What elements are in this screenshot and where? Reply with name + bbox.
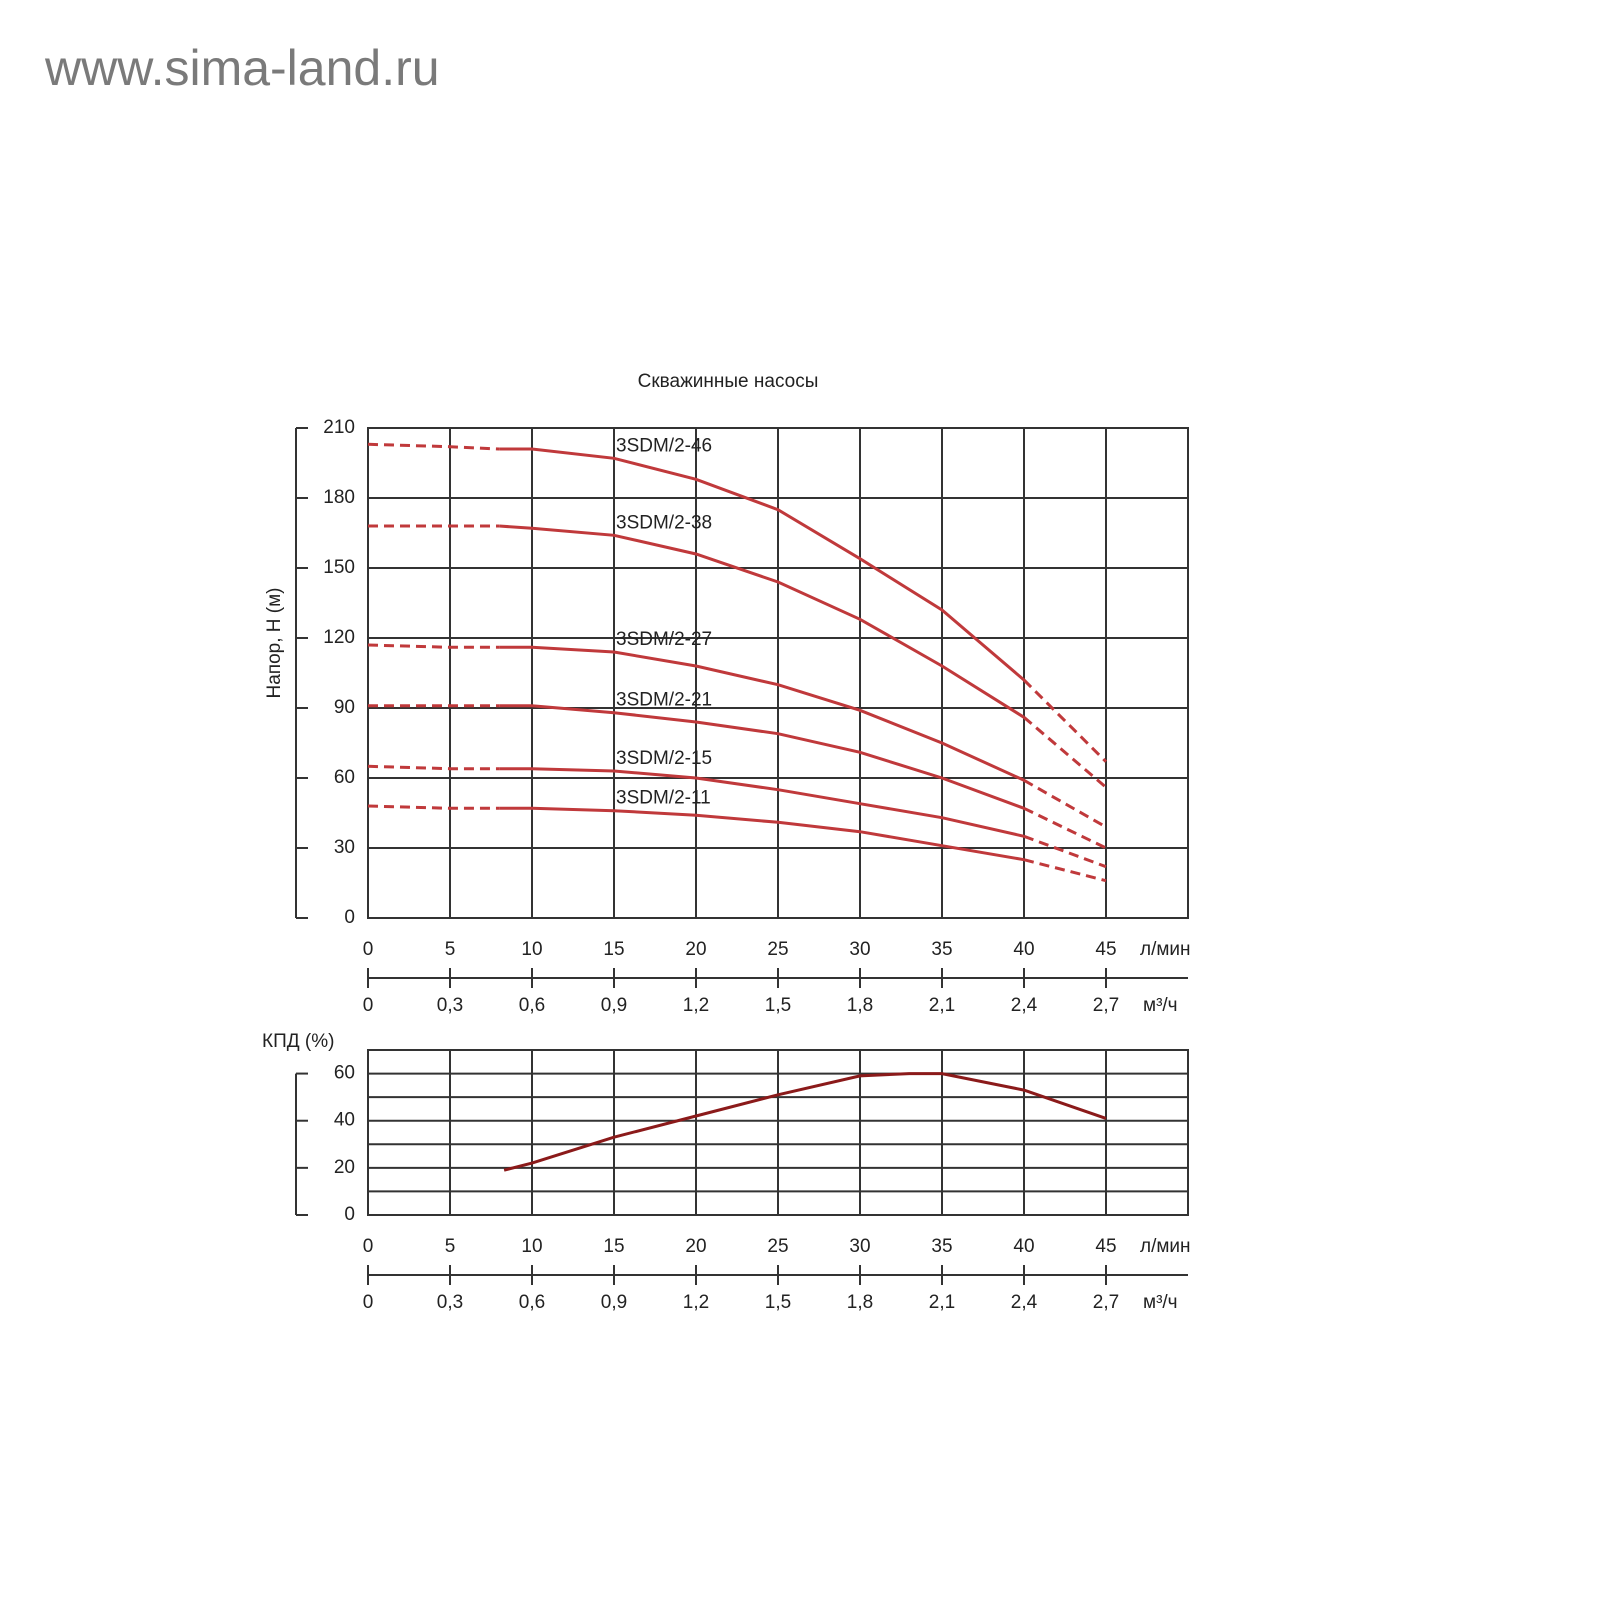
- series-line: [499, 806, 1025, 862]
- x2-tick-label: 1,5: [765, 1292, 791, 1313]
- x-tick-label: 20: [685, 939, 706, 960]
- x-tick-label: 0: [363, 939, 374, 960]
- series-line: [367, 804, 500, 810]
- x-axis-label: л/мин: [1140, 939, 1191, 960]
- y-tick-label: 0: [344, 907, 355, 928]
- series-line: [367, 643, 500, 649]
- series-line: [367, 764, 500, 771]
- x-tick-label: 45: [1095, 1236, 1116, 1257]
- x-tick-label: 20: [685, 1236, 706, 1257]
- x2-tick-label: 0,9: [601, 1292, 627, 1313]
- series-label: 3SDM/2-38: [616, 512, 712, 533]
- x-tick-label: 5: [445, 939, 456, 960]
- x-tick-label: 40: [1013, 1236, 1034, 1257]
- x-axis-label: л/мин: [1140, 1236, 1191, 1257]
- x2-tick-label: 2,7: [1093, 995, 1119, 1016]
- x-tick-label: 35: [931, 939, 952, 960]
- series-label: 3SDM/2-11: [616, 788, 711, 809]
- y-tick-label: 30: [334, 837, 355, 858]
- x-tick-label: 0: [363, 1236, 374, 1257]
- x2-tick-label: 0: [363, 995, 374, 1016]
- y-tick-label: 120: [323, 627, 355, 648]
- y-tick-label: 40: [334, 1110, 355, 1131]
- y-tick-label: 180: [323, 487, 355, 508]
- x-tick-label: 30: [849, 1236, 870, 1257]
- series-line: [499, 447, 1025, 682]
- y-tick-label: 60: [334, 1063, 355, 1084]
- series-line: [499, 704, 1025, 810]
- x-tick-label: 30: [849, 939, 870, 960]
- series-label: 3SDM/2-27: [616, 629, 712, 650]
- series-line: [1023, 834, 1107, 869]
- x2-tick-label: 2,1: [929, 1292, 955, 1313]
- x2-axis-label: м³/ч: [1143, 995, 1178, 1016]
- x-tick-label: 35: [931, 1236, 952, 1257]
- x-tick-label: 10: [521, 939, 542, 960]
- series-line: [499, 767, 1025, 838]
- x-tick-label: 5: [445, 1236, 456, 1257]
- x-tick-label: 40: [1013, 939, 1034, 960]
- x2-tick-label: 0,6: [519, 1292, 545, 1313]
- series-line: [1023, 806, 1107, 850]
- y-tick-label: 150: [323, 557, 355, 578]
- x-tick-label: 15: [603, 939, 624, 960]
- x2-tick-label: 2,4: [1011, 995, 1038, 1016]
- series-label: 3SDM/2-15: [616, 748, 712, 769]
- series-line: [1023, 716, 1107, 789]
- x2-tick-label: 0: [363, 1292, 374, 1313]
- series-line: [503, 1072, 1107, 1172]
- y-tick-label: 0: [344, 1204, 355, 1225]
- y-axis-label: Напор, Н (м): [264, 588, 285, 699]
- x2-tick-label: 2,1: [929, 995, 955, 1016]
- x2-tick-label: 0,6: [519, 995, 545, 1016]
- series-line: [1023, 858, 1107, 883]
- y-axis-label: КПД (%): [262, 1031, 334, 1052]
- series-line: [1022, 678, 1108, 763]
- x2-tick-label: 1,5: [765, 995, 791, 1016]
- x2-axis-label: м³/ч: [1143, 1292, 1178, 1313]
- chart-title: Скважинные насосы: [638, 371, 819, 392]
- y-tick-label: 90: [334, 697, 355, 718]
- watermark: www.sima-land.ru: [44, 40, 440, 96]
- x2-tick-label: 1,2: [683, 1292, 709, 1313]
- x2-tick-label: 0,9: [601, 995, 627, 1016]
- series-line: [1023, 778, 1107, 829]
- y-tick-label: 60: [334, 767, 355, 788]
- x2-tick-label: 1,8: [847, 995, 873, 1016]
- series-line: [499, 524, 1025, 719]
- x-tick-label: 15: [603, 1236, 624, 1257]
- x-tick-label: 25: [767, 939, 788, 960]
- series-label: 3SDM/2-21: [616, 690, 712, 711]
- x2-tick-label: 0,3: [437, 995, 463, 1016]
- x-tick-label: 25: [767, 1236, 788, 1257]
- y-tick-label: 210: [323, 417, 355, 438]
- x2-tick-label: 2,7: [1093, 1292, 1119, 1313]
- x2-tick-label: 0,3: [437, 1292, 463, 1313]
- x2-tick-label: 1,8: [847, 1292, 873, 1313]
- x-tick-label: 45: [1095, 939, 1116, 960]
- x2-tick-label: 2,4: [1011, 1292, 1038, 1313]
- y-tick-label: 20: [334, 1157, 355, 1178]
- series-line: [367, 442, 500, 451]
- series-label: 3SDM/2-46: [616, 435, 712, 456]
- series-line: [499, 645, 1025, 782]
- x2-tick-label: 1,2: [683, 995, 709, 1016]
- x-tick-label: 10: [521, 1236, 542, 1257]
